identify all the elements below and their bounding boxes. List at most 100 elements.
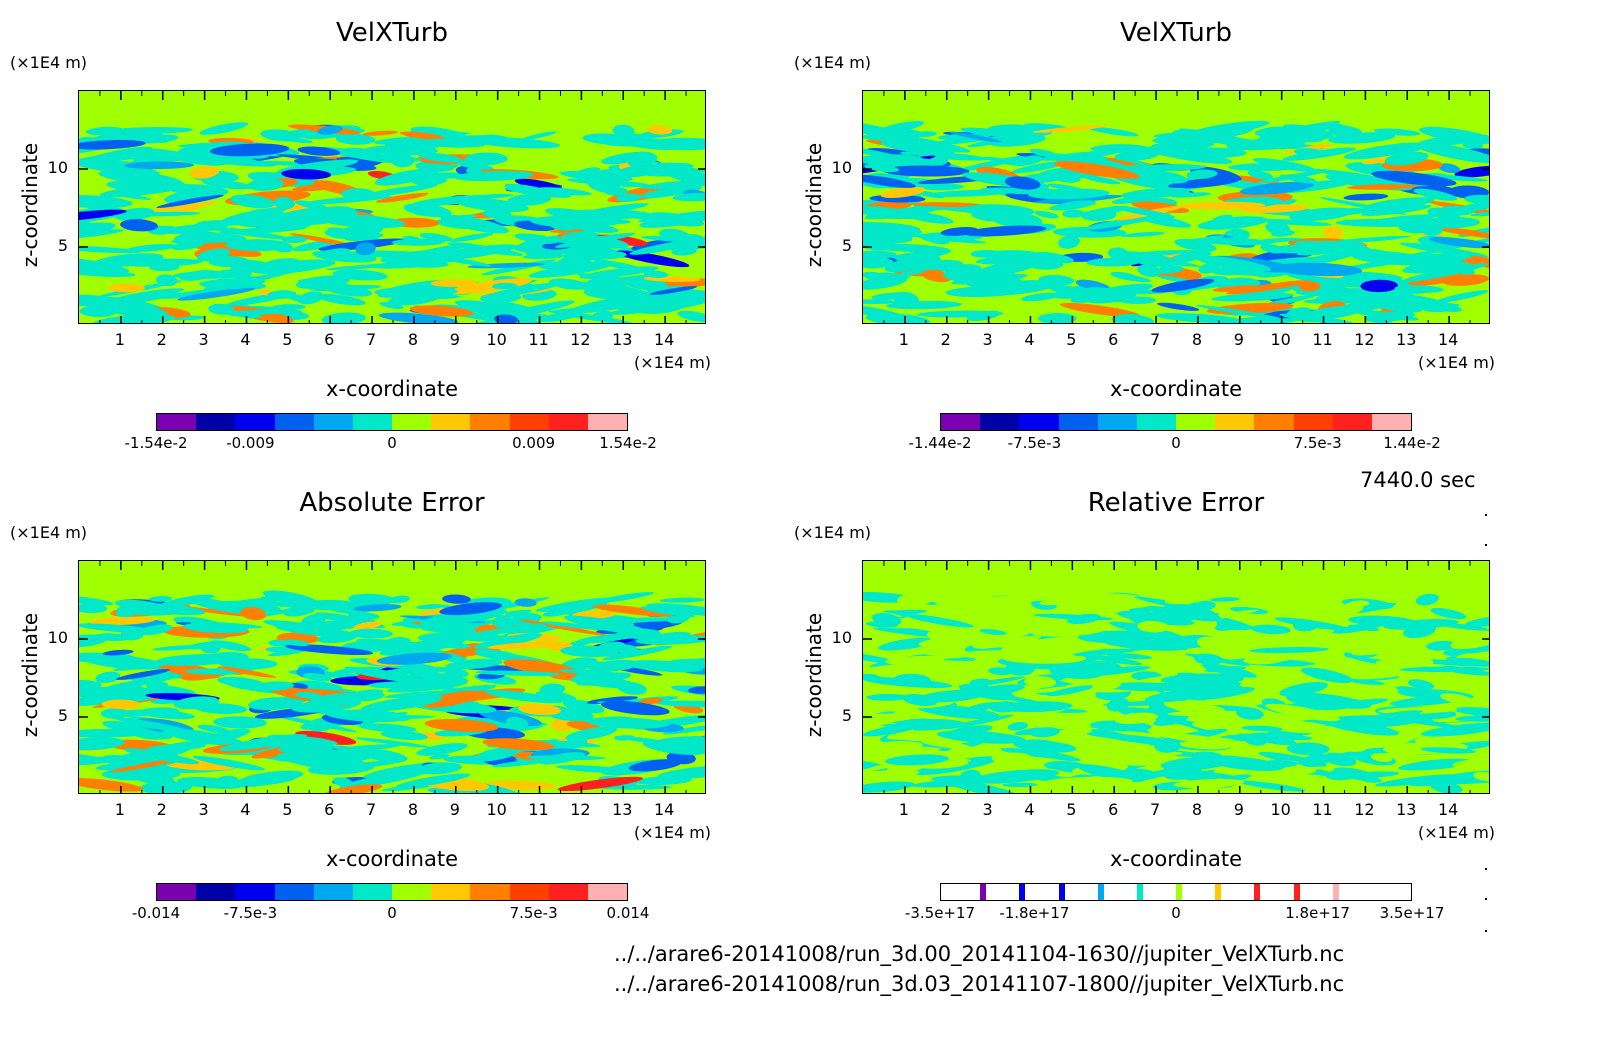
heatmap-cell xyxy=(514,233,558,244)
colorbar-swatch xyxy=(431,884,471,900)
heatmap-cell xyxy=(989,701,1021,713)
heatmap-cell xyxy=(1257,218,1332,226)
colorbar-label: -7.5e-3 xyxy=(1007,434,1062,452)
heatmap-cell xyxy=(1030,260,1064,270)
heatmap-cell xyxy=(672,192,705,202)
heatmap-cell xyxy=(1168,177,1240,189)
heatmap-cell xyxy=(1298,281,1321,292)
heatmap-cell xyxy=(1295,288,1386,297)
heatmap-cell xyxy=(173,696,220,710)
heatmap-cell xyxy=(1394,285,1444,293)
heatmap-cell xyxy=(866,693,909,701)
heatmap-cell xyxy=(677,310,705,323)
heatmap-cell xyxy=(618,213,685,224)
heatmap-cell xyxy=(565,726,618,741)
heatmap-cell xyxy=(120,219,158,232)
colorbar-swatch xyxy=(1019,884,1059,900)
x-tick-label: 7 xyxy=(1149,800,1161,819)
heatmap-cell xyxy=(1325,769,1358,781)
heatmap-cell xyxy=(156,194,224,208)
heatmap-cell xyxy=(1452,657,1489,667)
heatmap-cell xyxy=(960,127,1024,138)
heatmap-cell xyxy=(562,699,605,714)
heatmap-cell xyxy=(577,167,601,175)
heatmap-cell xyxy=(225,239,290,252)
heatmap-cell xyxy=(1116,610,1194,626)
heatmap-cell xyxy=(863,770,920,780)
heatmap-cell xyxy=(1164,592,1212,605)
heatmap-cell xyxy=(1170,192,1211,198)
heatmap-cell xyxy=(492,758,558,768)
heatmap-cell xyxy=(1257,638,1283,647)
x-tick-label: 1 xyxy=(898,330,909,349)
heatmap-cell xyxy=(991,752,1032,763)
heatmap-cell xyxy=(79,737,125,751)
heatmap-cell xyxy=(1194,255,1272,272)
heatmap-cell xyxy=(518,703,561,716)
heatmap-cell xyxy=(382,666,452,675)
heatmap-cell xyxy=(262,258,301,270)
time-label: 7440.0 sec xyxy=(1360,468,1476,492)
x-tick-label: 2 xyxy=(156,330,167,349)
heatmap-cell xyxy=(225,779,277,785)
heatmap-cell xyxy=(194,268,246,279)
heatmap-cell xyxy=(863,713,930,719)
chart-title: VelXTurb xyxy=(336,18,448,48)
heatmap-cell xyxy=(302,672,332,682)
heatmap-svg xyxy=(79,91,705,323)
heatmap-cell xyxy=(141,148,223,166)
heatmap-cell xyxy=(1279,174,1316,184)
heatmap-cell xyxy=(972,636,1019,649)
heatmap-cell xyxy=(1422,224,1443,237)
colorbar-swatch xyxy=(352,414,393,430)
heatmap-cell xyxy=(597,784,672,790)
heatmap-cell xyxy=(555,765,639,774)
colorbar xyxy=(156,883,628,901)
heatmap-cell xyxy=(430,279,477,287)
heatmap-cell xyxy=(1037,312,1077,323)
chart-title: Relative Error xyxy=(1087,488,1265,518)
heatmap-cell xyxy=(863,677,953,688)
colorbar-swatch xyxy=(1176,414,1216,430)
heatmap-cell xyxy=(979,747,1002,757)
heatmap-plot xyxy=(78,90,706,324)
colorbar-label: 7.5e-3 xyxy=(509,904,558,922)
heatmap-cell xyxy=(503,659,579,676)
heatmap-cell xyxy=(863,738,904,751)
heatmap-cell xyxy=(1329,603,1364,618)
heatmap-plot xyxy=(862,90,1490,324)
y-tick-label: 10 xyxy=(47,158,68,177)
heatmap-cell xyxy=(1177,147,1247,159)
heatmap-cell xyxy=(863,250,897,261)
heatmap-cell xyxy=(355,242,376,256)
heatmap-cell xyxy=(649,286,698,295)
heatmap-cell xyxy=(1265,703,1340,722)
heatmap-cell xyxy=(995,618,1029,628)
heatmap-cell xyxy=(563,250,627,261)
heatmap-cell xyxy=(654,700,705,708)
marker-dot xyxy=(1485,514,1487,516)
heatmap-cell xyxy=(1144,635,1177,643)
heatmap-cell xyxy=(349,628,393,639)
heatmap-cell xyxy=(955,155,1031,172)
x-axis-label: x-coordinate xyxy=(1109,377,1243,401)
heatmap-cell xyxy=(1384,203,1422,212)
x-tick-label: 3 xyxy=(982,800,993,819)
heatmap-cell xyxy=(473,633,542,650)
heatmap-cell xyxy=(1371,292,1404,302)
colorbar-swatch xyxy=(1254,884,1294,900)
heatmap-cell xyxy=(1371,170,1457,187)
heatmap-cell xyxy=(444,214,478,220)
x-tick-label: 9 xyxy=(1233,330,1244,349)
x-tick-label: 8 xyxy=(407,800,419,819)
colorbar-swatch xyxy=(157,414,197,430)
heatmap-cell xyxy=(548,278,589,290)
heatmap-cell xyxy=(331,603,371,615)
heatmap-cell xyxy=(1455,714,1489,722)
heatmap-cell xyxy=(1236,707,1264,720)
heatmap-cell xyxy=(1007,722,1029,731)
heatmap-cell xyxy=(79,603,107,614)
heatmap-cell xyxy=(213,716,267,729)
heatmap-cell xyxy=(535,597,620,612)
x-tick-label: 12 xyxy=(1354,800,1375,819)
